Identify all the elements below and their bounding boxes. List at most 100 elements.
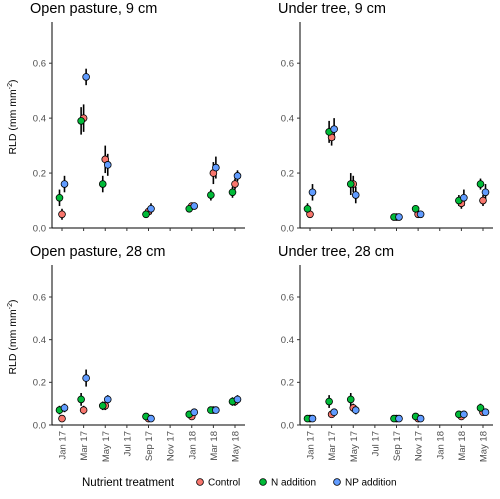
data-point [346, 395, 355, 404]
y-tick-label: 0.4 [33, 335, 46, 346]
data-point [77, 395, 85, 404]
data-point [479, 196, 487, 205]
data-point [346, 180, 355, 188]
x-tick-label: Mar 17 [79, 431, 90, 461]
x-tick-label: Jan 17 [58, 431, 69, 460]
data-point [79, 406, 88, 414]
data-point [103, 161, 112, 169]
data-point [231, 180, 239, 188]
data-point [308, 188, 317, 197]
panel-title: Open pasture, 28 cm [30, 244, 165, 260]
legend-swatch [259, 478, 267, 486]
data-point [411, 204, 420, 213]
y-tick-label: 0.2 [33, 168, 46, 179]
panel-1: Open pasture, 9 cm 0.0 0.2 0.4 0.6 RLD (mm mm… [7, 1, 245, 234]
panel-title: Under tree, 28 cm [278, 244, 394, 260]
x-tick-label: May 17 [101, 431, 112, 462]
data-point [82, 374, 90, 382]
x-tick-label: Mar 18 [209, 431, 220, 461]
legend-swatch [196, 478, 204, 486]
data-point [416, 414, 425, 423]
x-tick-label: Jul 17 [370, 431, 381, 456]
data-point [98, 401, 107, 410]
data-point [395, 414, 403, 423]
data-point [330, 408, 338, 417]
y-tick-label: 0.0 [281, 223, 294, 234]
legend-label: N addition [271, 478, 316, 489]
data-point [147, 204, 155, 213]
data-point [58, 210, 66, 219]
y-tick-label: 0.6 [281, 59, 294, 70]
x-tick-label: Nov 17 [166, 431, 177, 461]
x-tick-label: May 18 [479, 431, 490, 462]
data-point [395, 213, 403, 221]
y-tick-label: 0.6 [281, 292, 294, 303]
data-point [460, 410, 468, 419]
panel-4: Under tree, 28 cm 0.0 0.2 0.4 0.6 Jan 17 Mar 1… [278, 244, 493, 462]
x-tick-label: Jan 18 [435, 431, 446, 460]
x-tick-label: Jan 17 [306, 431, 317, 460]
y-tick-label: 0.2 [281, 378, 294, 389]
y-tick-label: 0.0 [33, 223, 46, 234]
data-point [207, 191, 215, 199]
data-point [233, 172, 242, 180]
y-tick-label: 0.4 [33, 113, 46, 124]
data-point [103, 395, 112, 404]
data-point [190, 408, 199, 417]
legend-item: N addition [259, 478, 316, 489]
data-point [60, 180, 69, 188]
legend-label: NP addition [345, 478, 397, 489]
data-point [325, 397, 333, 406]
panel-3: Open pasture, 28 cm 0.0 0.2 0.4 0.6 Jan 17 Mar… [7, 244, 245, 462]
x-tick-label: Mar 18 [457, 431, 468, 461]
data-point [55, 193, 64, 202]
y-tick-label: 0.6 [33, 59, 46, 70]
data-point [142, 210, 150, 219]
x-tick-label: Nov 17 [414, 431, 425, 461]
data-point [58, 414, 66, 423]
x-tick-label: Mar 17 [327, 431, 338, 461]
legend-swatch [333, 478, 341, 486]
y-tick-label: 0.0 [281, 420, 294, 431]
data-point [481, 408, 490, 417]
data-point [460, 193, 468, 202]
x-tick-label: May 17 [349, 431, 360, 462]
y-tick-label: 0.2 [281, 168, 294, 179]
data-point [476, 180, 485, 188]
data-point [303, 204, 312, 213]
x-tick-label: Jul 17 [122, 431, 133, 456]
data-point [228, 188, 237, 197]
panel-title: Open pasture, 9 cm [30, 1, 157, 17]
data-point [233, 395, 242, 404]
y-tick-label: 0.2 [33, 378, 46, 389]
data-point [98, 180, 107, 188]
y-axis-label: RLD (mm mm-2) [7, 79, 19, 154]
y-tick-label: 0.6 [33, 292, 46, 303]
data-point [416, 210, 425, 219]
legend-label: Control [208, 478, 240, 489]
x-tick-label: Jan 18 [187, 431, 198, 460]
x-tick-label: May 18 [231, 431, 242, 462]
data-point [82, 73, 90, 81]
data-point [476, 404, 485, 412]
legend-item: Control [196, 478, 240, 489]
data-point [481, 188, 490, 197]
data-point [330, 125, 338, 133]
panel-title: Under tree, 9 cm [278, 1, 386, 17]
y-axis-label: RLD (mm mm-2) [7, 299, 19, 374]
legend-item: NP addition [333, 478, 397, 489]
data-point [212, 406, 220, 414]
data-point [212, 163, 220, 172]
data-point [351, 191, 360, 199]
y-tick-label: 0.0 [33, 420, 46, 431]
x-tick-label: Sep 17 [392, 431, 403, 461]
data-point [60, 404, 69, 412]
y-tick-label: 0.4 [281, 335, 294, 346]
legend-title: Nutrient treatment [82, 477, 175, 489]
data-point [77, 117, 85, 125]
panel-2: Under tree, 9 cm 0.0 0.2 0.4 0.6 [278, 1, 493, 234]
x-tick-label: Sep 17 [144, 431, 155, 461]
data-point [190, 202, 199, 210]
data-point [308, 414, 317, 423]
